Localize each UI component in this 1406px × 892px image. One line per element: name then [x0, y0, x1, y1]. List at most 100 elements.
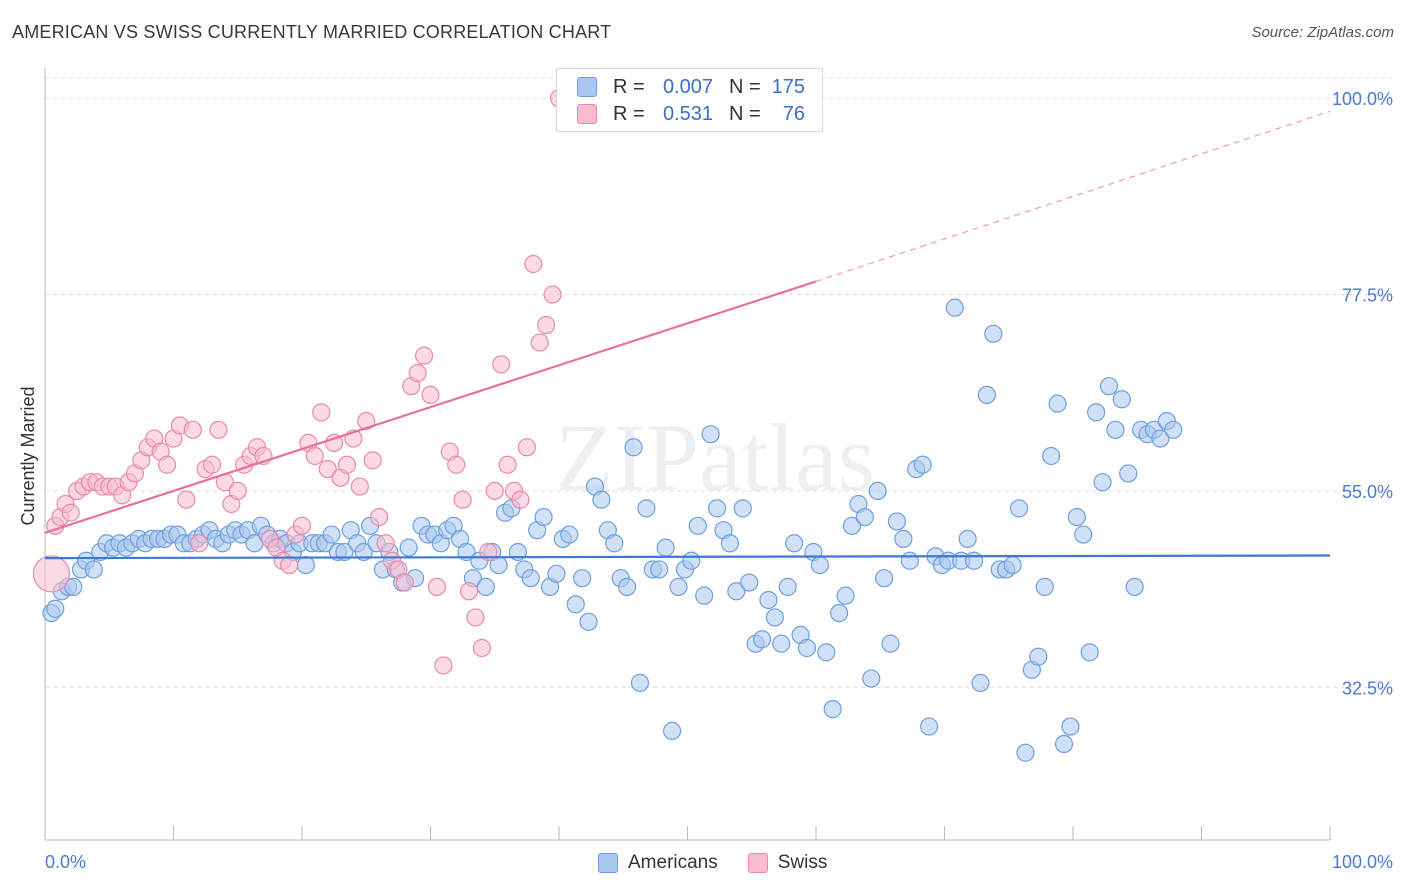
- americans-point: [1061, 717, 1080, 736]
- americans-point: [772, 634, 791, 653]
- americans-point: [1042, 446, 1061, 466]
- swiss-trend-line-extension: [815, 110, 1331, 283]
- americans-point: [476, 577, 495, 597]
- americans-point: [618, 577, 637, 597]
- x-tick-label: 100.0%: [1332, 852, 1393, 872]
- swiss-point: [395, 573, 414, 592]
- swiss-point: [325, 433, 344, 453]
- americans-point: [1003, 555, 1022, 575]
- americans-point: [964, 551, 984, 570]
- americans-point: [64, 577, 83, 597]
- r-value: 0.007: [662, 75, 713, 98]
- americans-point: [1067, 507, 1086, 527]
- n-label: N =: [729, 102, 761, 125]
- swiss-point: [466, 608, 485, 627]
- americans-point: [855, 507, 874, 527]
- americans-point: [797, 638, 817, 658]
- americans-point: [1009, 499, 1029, 518]
- americans-point: [817, 643, 836, 662]
- stats-legend: R = 0.007 N = 175 R = 0.531 N = 76: [556, 68, 823, 132]
- americans-point: [682, 551, 701, 570]
- swiss-point: [434, 656, 453, 675]
- y-tick-label: 100.0%: [1332, 89, 1393, 109]
- americans-point: [637, 499, 656, 518]
- axes: [44, 68, 1331, 841]
- swiss-point: [280, 555, 299, 575]
- swiss-point: [305, 446, 324, 466]
- americans-point: [566, 595, 585, 614]
- americans-point: [624, 438, 643, 457]
- americans-point: [521, 569, 540, 588]
- americans-point: [894, 529, 913, 549]
- americans-point: [868, 481, 887, 501]
- swiss-point: [517, 438, 536, 457]
- swiss-point: [183, 420, 202, 439]
- swiss-point: [511, 490, 530, 509]
- y-axis-label: Currently Married: [18, 386, 38, 525]
- x-tick-label: 0.0%: [45, 852, 86, 872]
- americans-point: [688, 516, 707, 535]
- americans-point: [1054, 734, 1074, 754]
- americans-trend-line: [44, 554, 1331, 560]
- americans-point: [785, 534, 804, 553]
- y-tick-label: 55.0%: [1342, 482, 1393, 502]
- americans-point: [701, 425, 720, 444]
- swiss-point: [363, 451, 382, 470]
- americans-points: [42, 298, 1183, 762]
- series-legend: Americans Swiss: [598, 852, 857, 874]
- americans-point: [1125, 577, 1144, 597]
- r-value: 0.531: [662, 102, 713, 125]
- americans-point: [662, 721, 682, 741]
- swiss-point: [414, 346, 434, 365]
- americans-point: [656, 538, 675, 557]
- americans-point: [727, 582, 746, 601]
- americans-point: [971, 673, 990, 693]
- americans-point: [534, 507, 553, 527]
- americans-point: [630, 673, 650, 693]
- trend-lines: [44, 110, 1331, 560]
- y-tick-label: 32.5%: [1342, 678, 1393, 698]
- legend-item-americans[interactable]: Americans: [598, 852, 718, 874]
- americans-point: [695, 586, 714, 605]
- legend-item-swiss[interactable]: Swiss: [747, 852, 828, 874]
- swiss-point: [447, 455, 466, 474]
- americans-point: [720, 534, 740, 553]
- chart-title: AMERICAN VS SWISS CURRENTLY MARRIED CORR…: [12, 22, 612, 42]
- swiss-point: [350, 477, 369, 496]
- americans-point: [1164, 420, 1183, 439]
- legend-row-swiss: R = 0.531 N = 76: [577, 102, 805, 126]
- americans-point: [296, 555, 315, 575]
- swiss-point: [421, 385, 440, 405]
- americans-point: [1151, 429, 1170, 448]
- americans-point: [977, 385, 997, 405]
- watermark: ZIPatlas: [555, 404, 875, 511]
- swiss-legend-label: Swiss: [777, 852, 828, 873]
- americans-point: [913, 455, 932, 474]
- r-label: R =: [613, 75, 645, 98]
- americans-point: [46, 599, 65, 618]
- americans-point: [1029, 647, 1048, 666]
- swiss-point: [318, 459, 337, 479]
- swiss-points: [32, 89, 569, 675]
- americans-point: [778, 577, 797, 597]
- swiss-point: [312, 403, 331, 422]
- americans-point: [1074, 525, 1093, 544]
- americans-point: [707, 499, 727, 518]
- swiss-point: [537, 315, 556, 335]
- swiss-point: [337, 455, 357, 474]
- americans-point: [560, 525, 579, 544]
- americans-point: [823, 699, 842, 719]
- americans-point: [1106, 420, 1125, 439]
- americans-point: [740, 573, 759, 592]
- n-value: 175: [771, 75, 805, 98]
- americans-legend-label: Americans: [628, 852, 718, 873]
- americans-point: [862, 669, 881, 688]
- americans-legend-swatch: [598, 853, 618, 873]
- swiss-point: [61, 503, 80, 522]
- americans-point: [1112, 390, 1131, 409]
- americans-point: [1087, 403, 1106, 422]
- americans-point: [830, 603, 849, 623]
- americans-point: [752, 630, 772, 649]
- swiss-swatch: [577, 104, 597, 124]
- swiss-point: [472, 638, 491, 658]
